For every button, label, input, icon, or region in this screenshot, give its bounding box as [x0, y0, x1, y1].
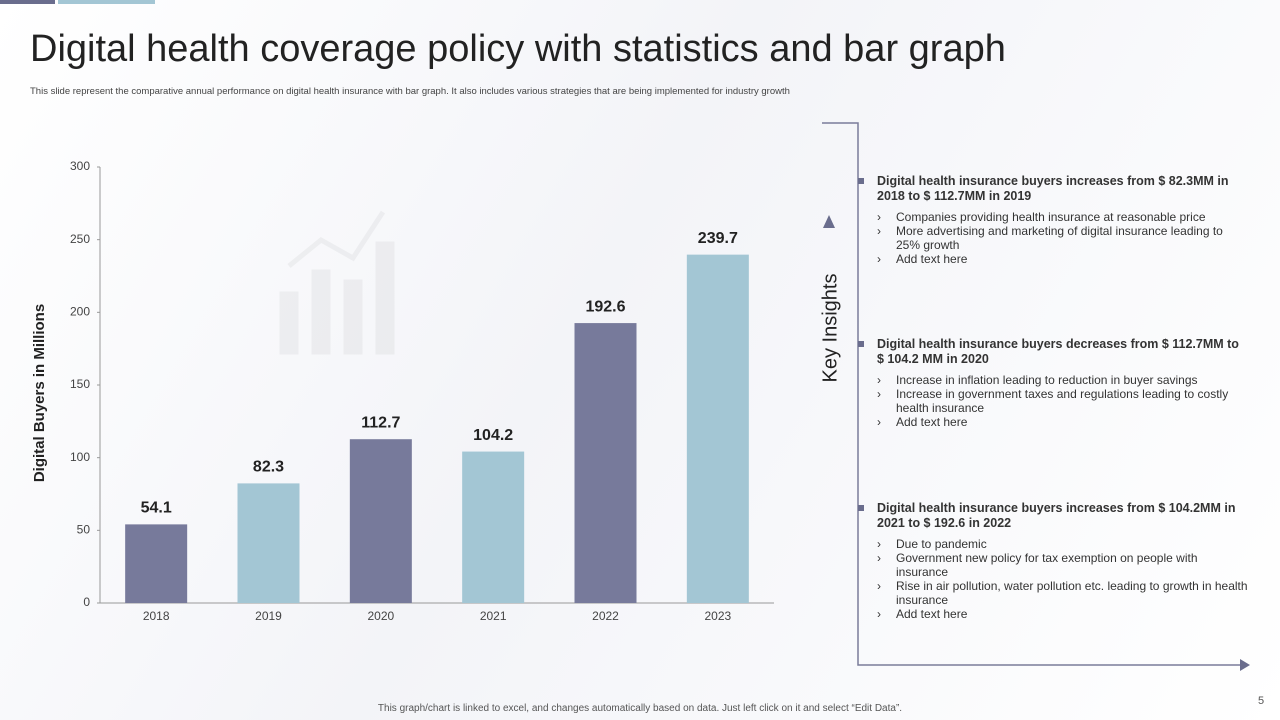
value-label: 112.7	[361, 414, 400, 431]
insight-list: Increase in inflation leading to reducti…	[858, 373, 1248, 429]
insight-bullet: Add text here	[877, 607, 1248, 621]
insight-bullet: Government new policy for tax exemption …	[877, 551, 1248, 579]
background-icon	[279, 210, 395, 355]
bar	[574, 323, 637, 603]
y-tick-label: 200	[70, 305, 90, 319]
bar	[349, 439, 412, 603]
insight-list: Companies providing health insurance at …	[858, 210, 1248, 266]
insight: Digital health insurance buyers increase…	[858, 501, 1248, 621]
value-label: 82.3	[253, 459, 284, 476]
insight: Digital health insurance buyers increase…	[858, 174, 1248, 266]
arrow	[1240, 659, 1250, 671]
y-tick-label: 150	[70, 377, 90, 391]
y-tick-label: 250	[70, 232, 90, 246]
insight-bullet: Add text here	[877, 252, 1248, 266]
accent	[0, 0, 55, 4]
value-label: 54.1	[141, 500, 172, 517]
accent	[58, 0, 155, 4]
insight-bullet: Due to pandemic	[877, 537, 1248, 551]
y-tick-label: 100	[70, 450, 90, 464]
footer: This graph/chart is linked to excel, and…	[377, 703, 903, 714]
y-tick-label: 0	[83, 595, 90, 609]
x-tick-label: 2023	[704, 609, 731, 623]
insight-bullet: Add text here	[877, 415, 1248, 429]
bar	[237, 483, 300, 603]
x-tick-label: 2022	[592, 609, 619, 623]
value-label: 104.2	[473, 427, 513, 444]
x-tick-label: 2021	[480, 609, 507, 623]
arrow	[823, 215, 835, 228]
insight-bullet: More advertising and marketing of digita…	[877, 224, 1248, 252]
y-tick-label: 50	[77, 523, 91, 537]
insight-frame	[822, 122, 1240, 666]
x-tick-label: 2018	[143, 609, 170, 623]
insight-bullet: Rise in air pollution, water pollution e…	[877, 579, 1248, 607]
y-axis-label: Digital Buyers in Millions	[31, 304, 48, 482]
insight-list: Due to pandemicGovernment new policy for…	[858, 537, 1248, 621]
insight-bullet: Increase in inflation leading to reducti…	[877, 373, 1248, 387]
insight-heading: Digital health insurance buyers increase…	[858, 501, 1248, 531]
insight-bullet: Increase in government taxes and regulat…	[877, 387, 1248, 415]
insight: Digital health insurance buyers decrease…	[858, 337, 1248, 429]
bar	[462, 451, 525, 603]
bar	[125, 524, 188, 603]
x-tick-label: 2019	[255, 609, 282, 623]
value-label: 192.6	[585, 298, 625, 315]
title: Digital health coverage policy with stat…	[30, 28, 1006, 70]
insight-bullet: Companies providing health insurance at …	[877, 210, 1248, 224]
page-number: 5	[1258, 695, 1265, 707]
y-tick-label: 300	[70, 159, 90, 173]
insight-heading: Digital health insurance buyers decrease…	[858, 337, 1248, 367]
key-insights-label: Key Insights	[819, 274, 841, 383]
value-label: 239.7	[698, 230, 738, 247]
insight-heading: Digital health insurance buyers increase…	[858, 174, 1248, 204]
subtitle: This slide represent the comparative ann…	[30, 86, 790, 97]
bar	[686, 254, 749, 604]
x-tick-label: 2020	[367, 609, 394, 623]
